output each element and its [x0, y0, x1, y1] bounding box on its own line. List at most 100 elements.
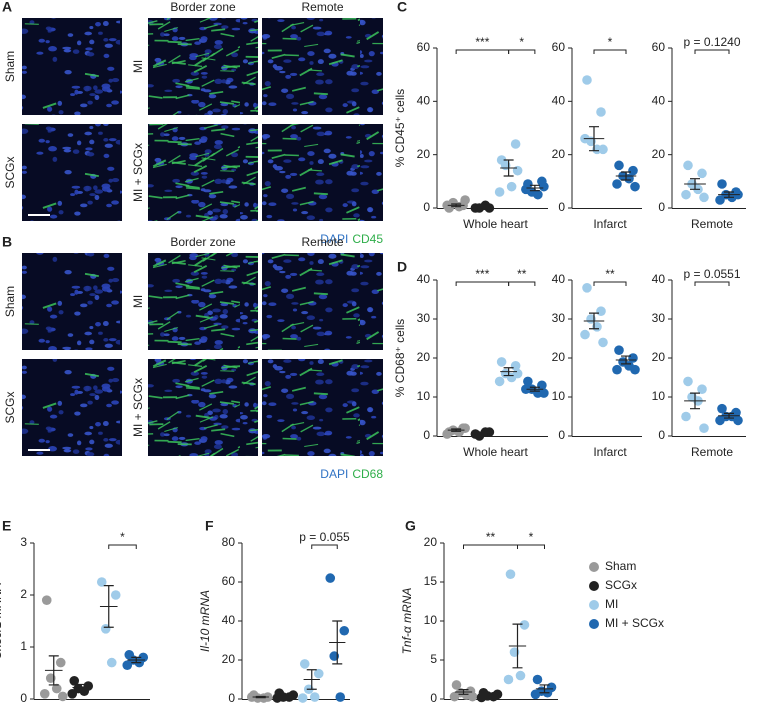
- x-axis-label: Remote: [691, 217, 733, 231]
- data-point: [51, 683, 62, 694]
- data-point: [521, 184, 531, 195]
- y-tick-label: 0: [558, 200, 565, 214]
- data-point: [96, 577, 107, 587]
- micrograph: [148, 18, 258, 115]
- micrograph: [262, 359, 383, 456]
- legend-swatch: [589, 600, 599, 610]
- significance-bracket: [694, 281, 730, 286]
- legend-label: Sham: [605, 559, 636, 573]
- data-point: [596, 306, 606, 317]
- stain-label: DAPI CD45: [320, 232, 383, 246]
- data-point: [299, 659, 310, 669]
- y-tick-label: 20: [552, 350, 566, 364]
- y-tick-label: 5: [430, 652, 437, 666]
- x-axis-label: Infarct: [593, 217, 627, 231]
- data-point: [630, 364, 640, 375]
- data-point: [539, 181, 549, 192]
- sem-bar: [306, 669, 317, 690]
- y-tick-label: 30: [417, 311, 431, 325]
- significance-label: **: [517, 267, 527, 281]
- data-point: [442, 200, 452, 211]
- y-tick-label: 15: [424, 574, 438, 588]
- data-point: [683, 160, 693, 171]
- y-tick-label: 20: [652, 147, 666, 161]
- legend-label: SCGx: [605, 578, 637, 592]
- x-axis-label: Infarct: [593, 445, 627, 459]
- data-point: [110, 590, 121, 600]
- data-point: [69, 676, 80, 686]
- panel-letter: C: [397, 0, 407, 15]
- sem-bar: [451, 428, 462, 432]
- data-point: [582, 283, 592, 293]
- row-label: SCGx: [3, 156, 17, 188]
- significance-label: ***: [475, 35, 489, 49]
- y-tick-label: 60: [552, 40, 566, 54]
- column-header: Border zone: [170, 0, 236, 14]
- y-tick-label: 10: [552, 389, 566, 403]
- y-tick-label: 40: [417, 94, 431, 108]
- y-tick-label: 0: [20, 691, 27, 705]
- y-axis-label: Cx3cr1 mRNA: [0, 583, 4, 660]
- data-point: [580, 329, 590, 340]
- sem-bar: [332, 620, 343, 665]
- data-point: [100, 624, 111, 634]
- data-point: [512, 368, 523, 379]
- x-axis-label: Whole heart: [463, 217, 528, 231]
- sem-bar: [529, 386, 540, 392]
- data-point: [442, 429, 452, 439]
- significance-bracket: [455, 49, 510, 54]
- data-point: [523, 376, 533, 387]
- sem-bar: [621, 171, 631, 181]
- data-point: [630, 181, 640, 192]
- column-header: Remote: [301, 235, 343, 249]
- y-tick-label: 0: [558, 428, 565, 442]
- sem-bar: [255, 695, 266, 699]
- y-tick-label: 0: [658, 428, 665, 442]
- y-tick-label: 40: [652, 94, 666, 108]
- significance-label: **: [486, 530, 496, 544]
- panel-letter: G: [405, 518, 416, 534]
- y-axis-label: % CD45⁺ cells: [393, 89, 407, 167]
- data-point: [313, 668, 324, 679]
- y-tick-label: 1: [20, 639, 27, 653]
- sem-bar: [621, 355, 631, 365]
- data-point: [697, 384, 707, 395]
- y-tick-label: 60: [652, 40, 666, 54]
- data-point: [67, 689, 78, 699]
- sem-bar: [103, 585, 114, 628]
- sem-bar: [724, 412, 734, 419]
- data-point: [39, 689, 50, 699]
- column-header: Remote: [301, 0, 343, 14]
- significance-label: *: [529, 530, 534, 544]
- data-point: [496, 357, 507, 367]
- micrograph: [22, 18, 122, 115]
- sem-bar: [690, 392, 700, 410]
- y-tick-label: 3: [20, 535, 27, 549]
- data-point: [612, 179, 622, 189]
- data-point: [335, 692, 346, 702]
- micrograph: [262, 124, 383, 221]
- data-point: [532, 674, 543, 685]
- y-tick-label: 20: [424, 535, 438, 549]
- significance-label: p = 0.1240: [683, 35, 740, 49]
- significance-label: p = 0.0551: [683, 267, 740, 281]
- row-label: MI + SCGx: [131, 378, 145, 437]
- sem-bar: [76, 683, 87, 692]
- data-point: [57, 691, 68, 702]
- data-point: [598, 144, 608, 155]
- significance-bracket: [508, 49, 536, 54]
- y-tick-label: 40: [222, 613, 236, 627]
- data-point: [460, 195, 470, 205]
- data-point: [480, 427, 491, 437]
- legend-swatch: [589, 562, 599, 572]
- data-point: [683, 376, 693, 387]
- x-axis-label: Remote: [691, 445, 733, 459]
- data-point: [717, 179, 727, 189]
- row-label: MI: [131, 295, 145, 308]
- column-header: Border zone: [170, 235, 236, 249]
- data-point: [717, 403, 727, 414]
- y-tick-label: 0: [423, 428, 430, 442]
- micrograph: [22, 253, 122, 350]
- sem-bar: [690, 178, 700, 190]
